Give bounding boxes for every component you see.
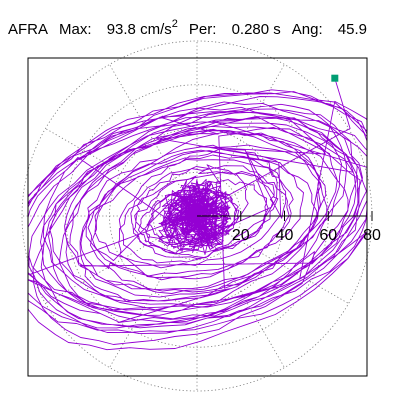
- grid-spoke: [45, 215, 198, 304]
- station-code: AFRA: [8, 21, 49, 38]
- max-label: Max:: [59, 21, 92, 38]
- period-label: Per:: [188, 21, 217, 38]
- orbit-trace: [28, 78, 367, 351]
- grid-spoke: [109, 64, 198, 217]
- grid-spoke: [196, 215, 285, 368]
- orbit-trace-group: [28, 78, 367, 351]
- max-unit: cm/s: [140, 21, 172, 38]
- max-unit-exponent: 2: [171, 18, 178, 30]
- radial-tick-label: 40: [276, 227, 294, 244]
- chart-header: AFRA Max: 93.8 cm/s2 Per: 0.280 s Ang: 45.9: [8, 14, 367, 40]
- radial-axis: 20 40 60 80: [197, 74, 381, 244]
- radial-tick-label: 60: [319, 227, 337, 244]
- max-value: 93.8: [106, 21, 136, 38]
- radial-tick-label: 20: [232, 227, 250, 244]
- radial-tick-label: 80: [363, 227, 381, 244]
- end-marker: [331, 74, 339, 82]
- plot-frame: [27, 57, 368, 377]
- period-value: 0.280 s: [231, 21, 281, 38]
- angle-value: 45.9: [337, 21, 368, 38]
- angle-label: Ang:: [291, 21, 323, 38]
